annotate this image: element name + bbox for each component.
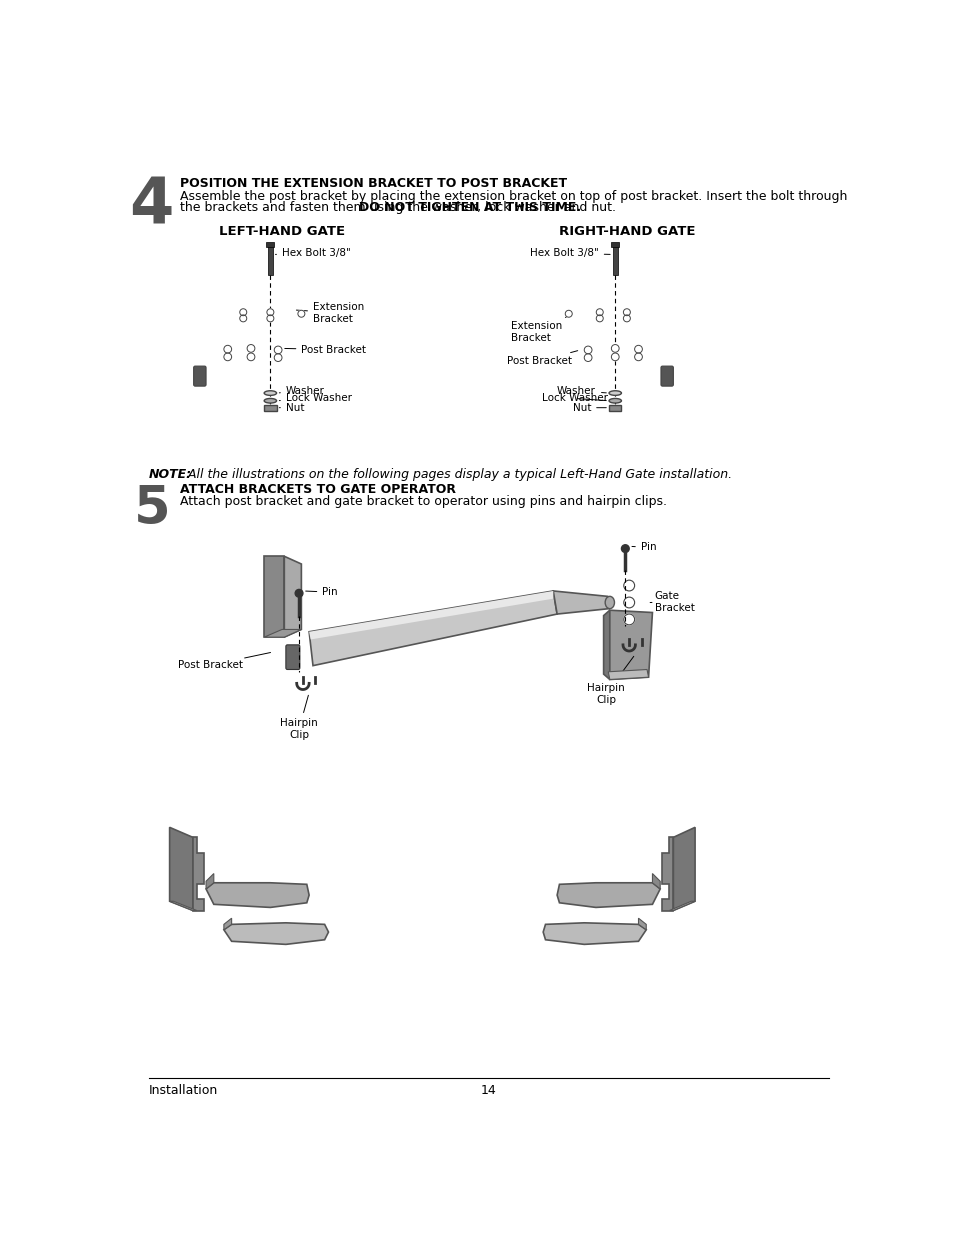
Text: Nut: Nut bbox=[279, 403, 304, 412]
Text: Hex Bolt 3/8": Hex Bolt 3/8" bbox=[275, 248, 351, 258]
Text: 4: 4 bbox=[130, 175, 173, 237]
Circle shape bbox=[583, 346, 592, 353]
Circle shape bbox=[623, 614, 634, 625]
Bar bbox=[608, 405, 620, 411]
Text: LEFT-HAND GATE: LEFT-HAND GATE bbox=[218, 225, 345, 238]
Text: Nut: Nut bbox=[572, 403, 606, 412]
Text: Extension
Bracket: Extension Bracket bbox=[296, 303, 364, 324]
Circle shape bbox=[297, 310, 305, 317]
Text: RIGHT-HAND GATE: RIGHT-HAND GATE bbox=[558, 225, 695, 238]
FancyBboxPatch shape bbox=[660, 366, 673, 387]
Circle shape bbox=[611, 353, 618, 361]
Polygon shape bbox=[206, 883, 309, 908]
Bar bbox=[264, 405, 276, 411]
Polygon shape bbox=[638, 918, 645, 930]
Circle shape bbox=[224, 353, 232, 361]
Circle shape bbox=[274, 346, 282, 353]
Bar bbox=[611, 242, 618, 247]
Circle shape bbox=[247, 345, 254, 352]
Text: Washer: Washer bbox=[557, 385, 606, 395]
Circle shape bbox=[565, 310, 572, 317]
Polygon shape bbox=[284, 556, 301, 637]
Circle shape bbox=[622, 309, 630, 316]
Text: the brackets and fasten them using the washer, lock washer and nut.: the brackets and fasten them using the w… bbox=[179, 200, 619, 214]
Circle shape bbox=[596, 315, 602, 322]
Text: Post Bracket: Post Bracket bbox=[178, 661, 243, 671]
Polygon shape bbox=[170, 902, 196, 910]
Text: Lock Washer: Lock Washer bbox=[279, 394, 352, 404]
Text: Pin: Pin bbox=[631, 542, 656, 552]
Circle shape bbox=[247, 353, 254, 361]
Polygon shape bbox=[652, 873, 659, 889]
Polygon shape bbox=[557, 883, 659, 908]
Text: Hex Bolt 3/8": Hex Bolt 3/8" bbox=[530, 248, 610, 258]
Polygon shape bbox=[673, 827, 695, 910]
Circle shape bbox=[267, 315, 274, 322]
Circle shape bbox=[583, 353, 592, 362]
Text: 5: 5 bbox=[133, 483, 170, 535]
Text: All the illustrations on the following pages display a typical Left-Hand Gate in: All the illustrations on the following p… bbox=[183, 468, 731, 480]
Polygon shape bbox=[553, 592, 608, 614]
Polygon shape bbox=[264, 630, 301, 637]
Polygon shape bbox=[609, 610, 652, 679]
Circle shape bbox=[294, 589, 303, 597]
Text: Lock Washer: Lock Washer bbox=[541, 394, 607, 404]
Polygon shape bbox=[170, 827, 193, 910]
Circle shape bbox=[620, 545, 629, 552]
Polygon shape bbox=[608, 669, 648, 679]
Circle shape bbox=[224, 346, 232, 353]
Polygon shape bbox=[309, 592, 557, 666]
Text: Assemble the post bracket by placing the extension bracket on top of post bracke: Assemble the post bracket by placing the… bbox=[179, 190, 846, 203]
Circle shape bbox=[239, 309, 247, 316]
Polygon shape bbox=[309, 592, 553, 640]
Circle shape bbox=[623, 580, 634, 592]
Text: 14: 14 bbox=[480, 1084, 497, 1097]
Polygon shape bbox=[669, 902, 695, 910]
Circle shape bbox=[634, 346, 641, 353]
Circle shape bbox=[239, 315, 247, 322]
Circle shape bbox=[622, 315, 630, 322]
Text: Post Bracket: Post Bracket bbox=[506, 351, 578, 366]
FancyBboxPatch shape bbox=[286, 645, 299, 669]
Text: Pin: Pin bbox=[305, 587, 337, 597]
Ellipse shape bbox=[264, 399, 276, 403]
Text: Gate
Bracket: Gate Bracket bbox=[649, 592, 694, 613]
Circle shape bbox=[623, 597, 634, 608]
Polygon shape bbox=[224, 918, 232, 930]
Ellipse shape bbox=[608, 390, 620, 395]
Polygon shape bbox=[224, 923, 328, 945]
Text: DO NOT TIGHTEN AT THIS TIME.: DO NOT TIGHTEN AT THIS TIME. bbox=[359, 200, 581, 214]
Text: ATTACH BRACKETS TO GATE OPERATOR: ATTACH BRACKETS TO GATE OPERATOR bbox=[179, 483, 456, 496]
Ellipse shape bbox=[604, 597, 614, 609]
Polygon shape bbox=[193, 837, 204, 910]
Polygon shape bbox=[603, 610, 609, 679]
FancyBboxPatch shape bbox=[193, 366, 206, 387]
Bar bbox=[266, 242, 274, 247]
Text: Washer: Washer bbox=[279, 385, 324, 395]
Polygon shape bbox=[661, 837, 673, 910]
Text: POSITION THE EXTENSION BRACKET TO POST BRACKET: POSITION THE EXTENSION BRACKET TO POST B… bbox=[179, 178, 566, 190]
Circle shape bbox=[611, 345, 618, 352]
Text: Extension
Bracket: Extension Bracket bbox=[510, 315, 570, 343]
Circle shape bbox=[274, 353, 282, 362]
Circle shape bbox=[267, 309, 274, 316]
Text: NOTE:: NOTE: bbox=[149, 468, 192, 480]
Text: Attach post bracket and gate bracket to operator using pins and hairpin clips.: Attach post bracket and gate bracket to … bbox=[179, 495, 666, 509]
Polygon shape bbox=[542, 923, 645, 945]
Polygon shape bbox=[264, 556, 284, 637]
Text: Installation: Installation bbox=[149, 1084, 217, 1097]
Ellipse shape bbox=[608, 399, 620, 403]
Text: Post Bracket: Post Bracket bbox=[285, 345, 366, 354]
Circle shape bbox=[634, 353, 641, 361]
Ellipse shape bbox=[264, 390, 276, 395]
Circle shape bbox=[596, 309, 602, 316]
Bar bbox=[268, 245, 273, 275]
Text: Hairpin
Clip: Hairpin Clip bbox=[280, 695, 317, 740]
Text: Hairpin
Clip: Hairpin Clip bbox=[586, 656, 633, 705]
Bar bbox=[612, 245, 617, 275]
Polygon shape bbox=[206, 873, 213, 889]
